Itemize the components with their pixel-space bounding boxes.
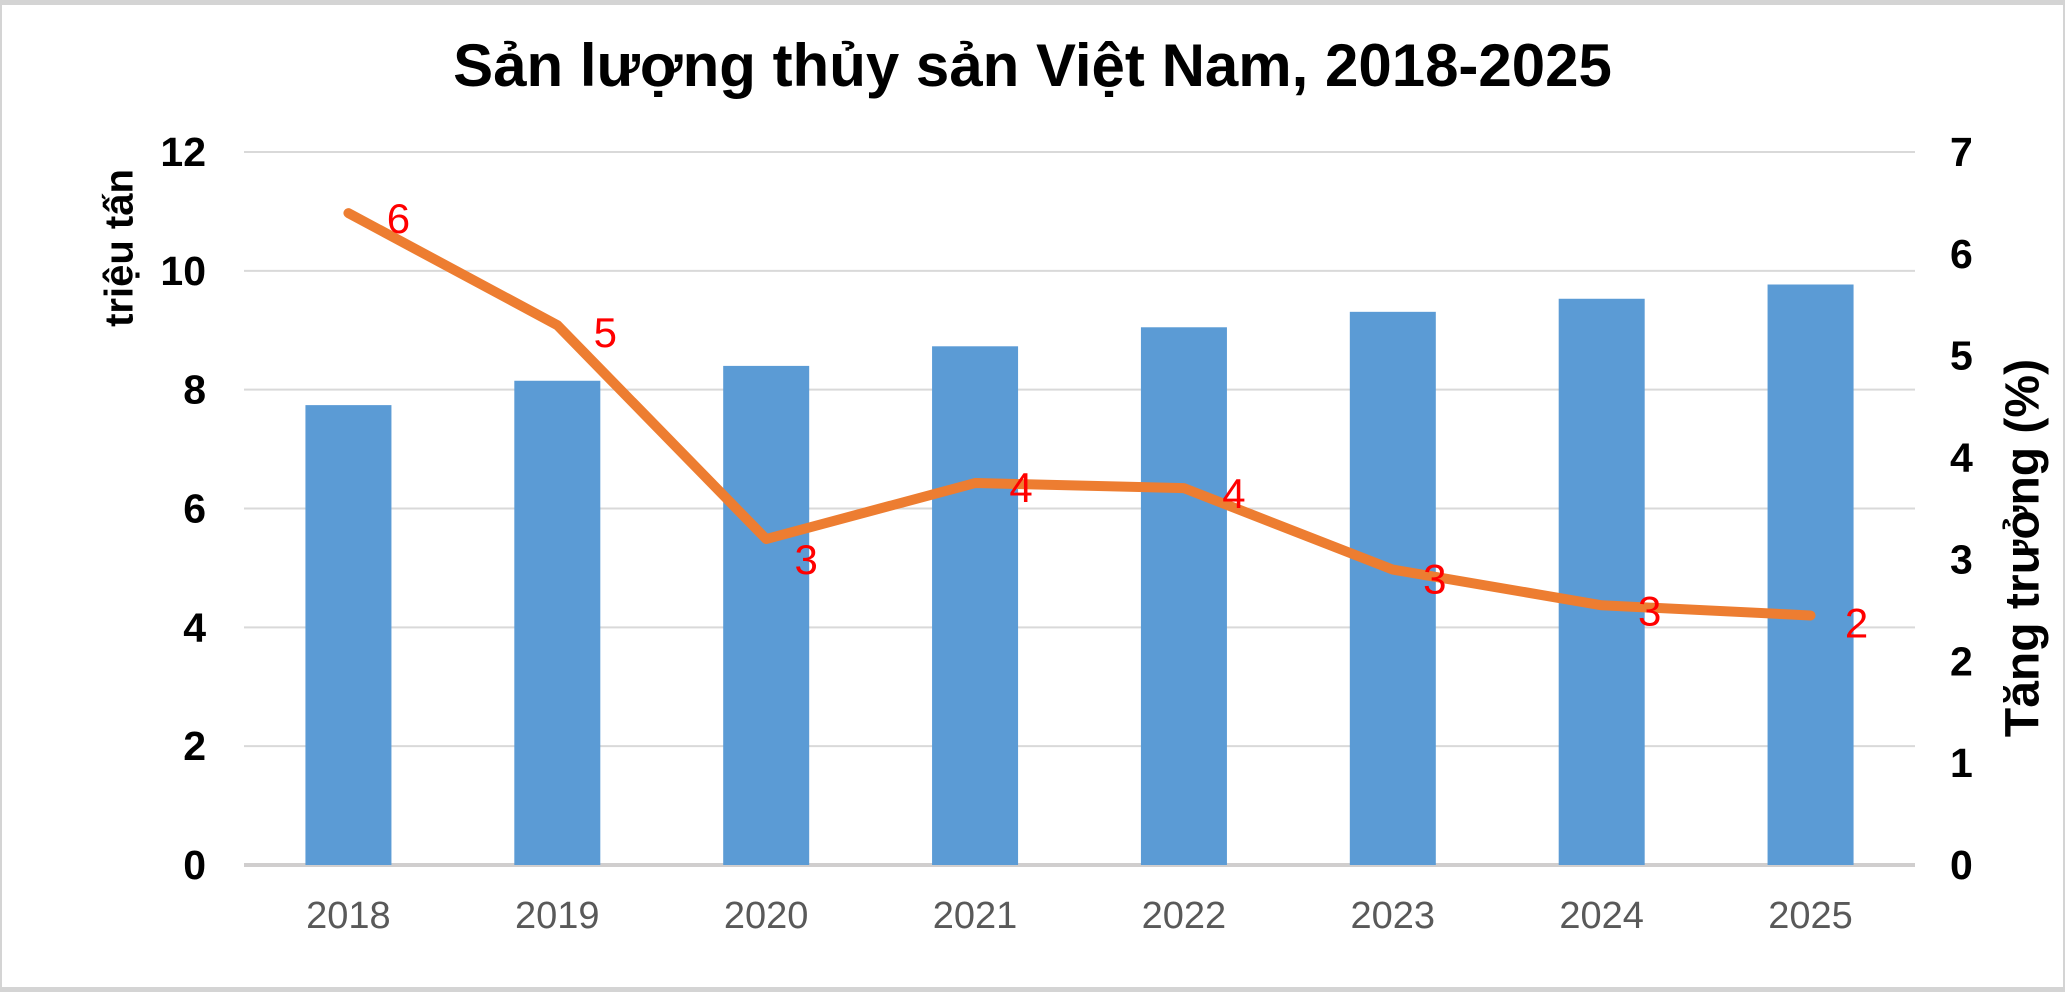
right-tick-label-3: 3 [1950,536,1973,582]
right-tick-label-6: 6 [1950,231,1973,277]
right-tick-label-2: 2 [1950,638,1973,684]
bar-2020 [723,365,810,865]
category-label-2022: 2022 [1142,895,1227,937]
category-label-2020: 2020 [724,895,809,937]
right-tick-label-5: 5 [1950,333,1973,379]
right-tick-label-0: 0 [1950,842,1973,888]
bar-2025 [1767,284,1854,866]
left-tick-label-4: 4 [183,604,206,650]
growth-line [343,208,1816,621]
category-label-2024: 2024 [1559,895,1644,937]
category-label-2023: 2023 [1351,895,1436,937]
window-border-top [0,0,2065,5]
left-tick-label-12: 12 [160,129,206,175]
bar-2024 [1558,298,1645,865]
bar-2019 [514,380,601,865]
left-tick-label-10: 10 [160,248,206,294]
right-tick-label-4: 4 [1950,435,1973,481]
category-label-2018: 2018 [306,895,391,937]
left-tick-label-0: 0 [183,842,206,888]
left-tick-label-2: 2 [183,723,206,769]
window-border-right [2063,0,2065,992]
left-tick-label-6: 6 [183,486,206,532]
line-data-label-2020: 3 [795,536,818,583]
bar-2021 [932,346,1019,866]
line-data-label-2021: 4 [1009,464,1032,511]
right-tick-label-1: 1 [1950,740,1973,786]
chart-title: Sản lượng thủy sản Việt Nam, 2018-2025 [453,32,1612,99]
line-data-label-2019: 5 [594,309,617,356]
category-label-2021: 2021 [933,895,1018,937]
bar-2023 [1349,311,1436,866]
category-label-2025: 2025 [1768,895,1853,937]
bar-2022 [1140,327,1227,865]
line-data-label-2023: 3 [1423,556,1446,603]
window-border-left [0,0,2,992]
line-data-label-2018: 6 [387,195,410,242]
category-label-2019: 2019 [515,895,600,937]
bar-2018 [305,405,392,865]
window-border-bottom [0,987,2065,992]
line-data-label-2022: 4 [1222,470,1245,517]
left-tick-label-8: 8 [183,367,206,413]
right-tick-label-7: 7 [1950,129,1973,175]
line-data-label-2025: 2 [1845,599,1868,646]
line-data-label-2024: 3 [1638,587,1661,634]
